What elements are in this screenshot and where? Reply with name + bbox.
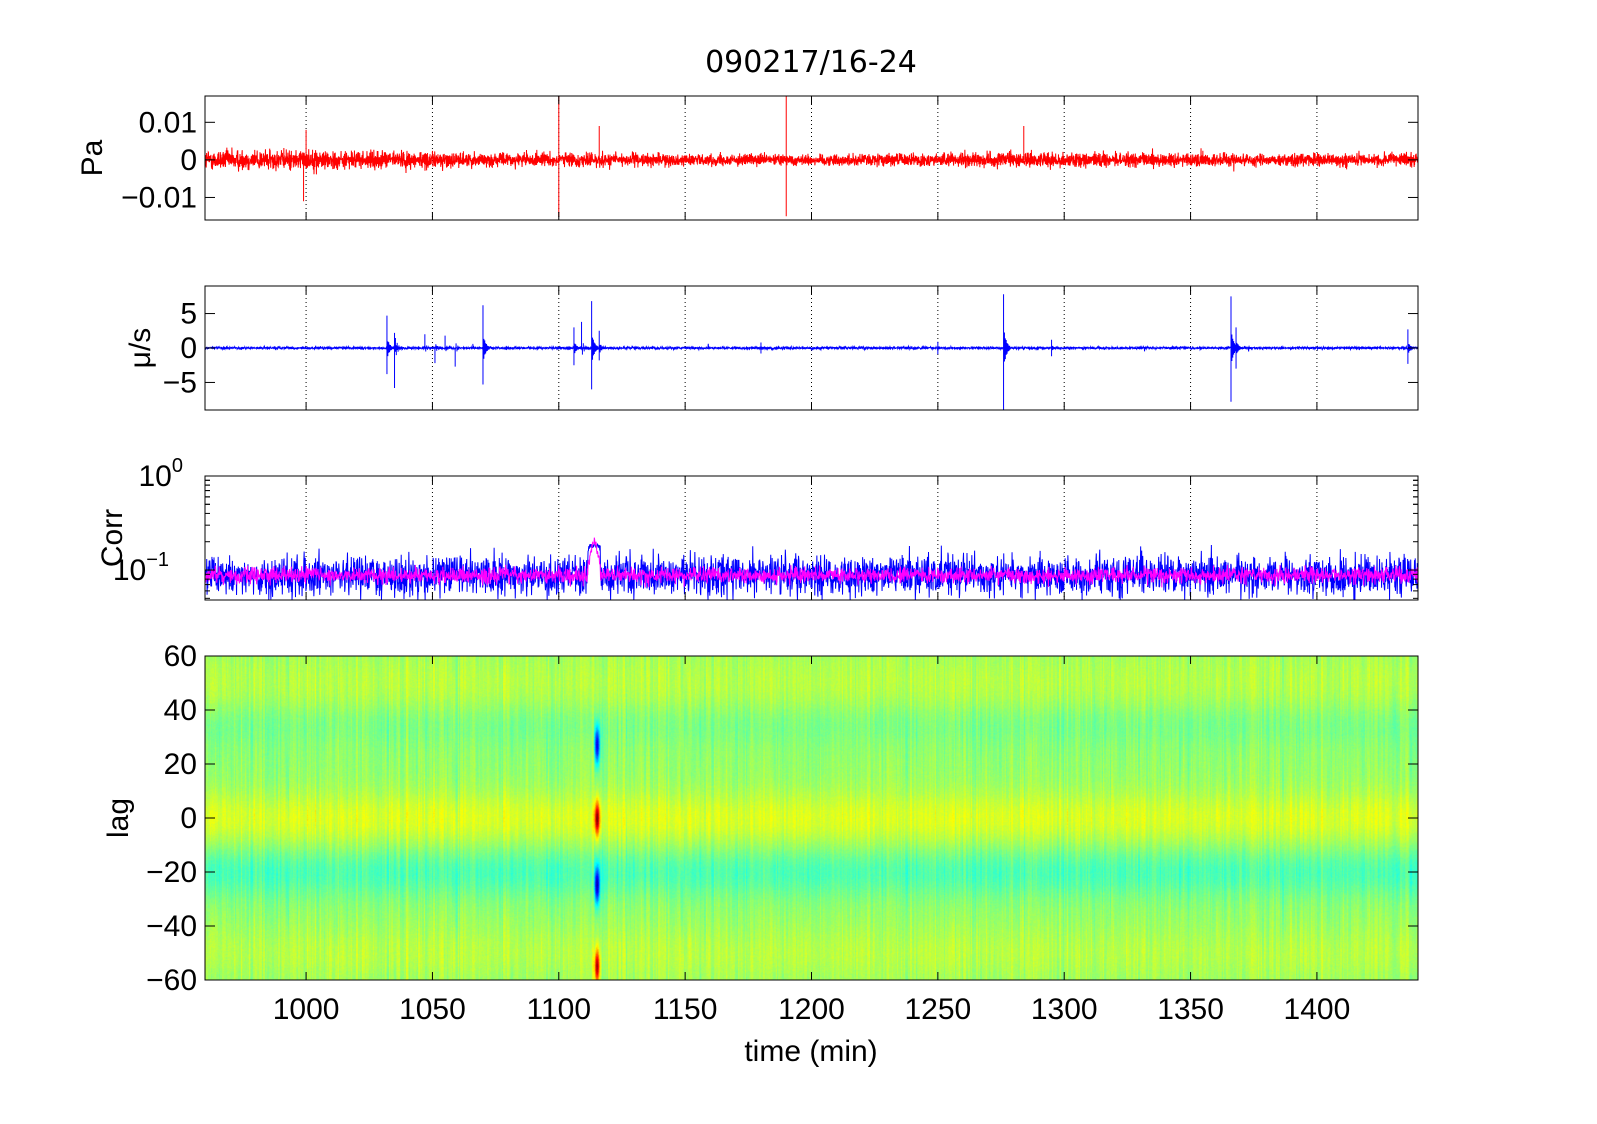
pa-ylabel: Pa: [76, 139, 109, 176]
x-tick-label: 1400: [1284, 993, 1351, 1026]
y-tick-label: −20: [146, 856, 197, 889]
y-tick-label: 40: [164, 694, 197, 727]
x-tick-label: 1300: [1031, 993, 1098, 1026]
lag-ticks: 1000 1050 1100 1150 1200 1250 1300 1350 1400 −60 −…: [146, 640, 1418, 1026]
y-tick-label: 20: [164, 748, 197, 781]
y-tick-label: −40: [146, 910, 197, 943]
velocity-gridlines: [305, 286, 1318, 410]
corr-trace-2: [205, 537, 1418, 588]
lag-ylabel: lag: [102, 798, 135, 838]
x-tick-label: 1000: [273, 993, 340, 1026]
corr-gridlines: [305, 476, 1318, 600]
y-tick-label: −60: [146, 964, 197, 997]
y-tick-label: −0.01: [121, 181, 197, 214]
velocity-ylabel: μ/s: [124, 328, 157, 369]
pa-trace: [205, 96, 1418, 217]
panel-velocity: −505 μ/s: [124, 285, 1419, 411]
x-tick-label: 1250: [904, 993, 971, 1026]
y-tick-label: 0.01: [139, 106, 197, 139]
y-tick-label: 5: [180, 298, 197, 331]
panel-corr: 10−1100 Corr: [96, 455, 1419, 601]
x-tick-label: 1200: [778, 993, 845, 1026]
panel-lag: 1000 1050 1100 1150 1200 1250 1300 1350 1400 −60 −…: [102, 640, 1419, 1026]
x-axis-label: time (min): [744, 1035, 877, 1068]
corr-ylabel: Corr: [96, 509, 129, 567]
y-tick-label: 0: [180, 332, 197, 365]
velocity-ticks: −505: [163, 286, 1418, 410]
y-tick-label: 0: [180, 802, 197, 835]
y-tick-label: 60: [164, 640, 197, 673]
y-tick-label: 0: [180, 144, 197, 177]
lag-axes-frame: [204, 655, 1419, 981]
y-tick-label: −5: [163, 366, 197, 399]
lag-heatmap: [205, 656, 1418, 980]
x-tick-label: 1350: [1157, 993, 1224, 1026]
velocity-axes-frame: [204, 285, 1419, 411]
x-tick-label: 1050: [399, 993, 466, 1026]
x-tick-label: 1100: [527, 993, 592, 1026]
pa-ticks: −0.01 0 0.01: [121, 96, 1418, 220]
figure-title: 090217/16-24: [705, 45, 917, 80]
x-tick-label: 1150: [653, 993, 718, 1026]
velocity-trace: [205, 294, 1418, 410]
pa-axes-frame: [204, 95, 1419, 221]
corr-axes-frame: [204, 475, 1419, 601]
panel-pa: −0.01 0 0.01 Pa: [76, 95, 1419, 221]
